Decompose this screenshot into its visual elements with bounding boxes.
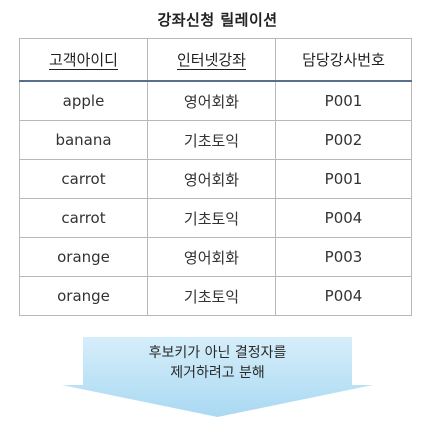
cell-customer-id: carrot — [19, 159, 148, 199]
down-arrow-icon — [62, 337, 373, 417]
decomposition-arrow: 후보키가 아닌 결정자를 제거하려고 분해 — [62, 337, 373, 417]
cell-customer-id: orange — [19, 276, 148, 316]
header-internet-course: 인터넷강좌 — [147, 38, 276, 82]
relation-table: 고객아이디 인터넷강좌 담당강사번호 apple 영어회화 P001 banan… — [19, 38, 412, 316]
cell-course: 기초토익 — [147, 276, 276, 316]
header-customer-id: 고객아이디 — [19, 38, 148, 82]
header-row: 고객아이디 인터넷강좌 담당강사번호 — [19, 38, 412, 82]
header-instructor-number: 담당강사번호 — [275, 38, 412, 82]
cell-customer-id: orange — [19, 237, 148, 277]
table-row: orange 영어회화 P003 — [19, 237, 412, 277]
cell-course: 영어회화 — [147, 159, 276, 199]
table-row: apple 영어회화 P001 — [19, 80, 412, 121]
cell-course: 기초토익 — [147, 198, 276, 238]
cell-instructor: P004 — [275, 276, 412, 316]
cell-course: 영어회화 — [147, 80, 276, 121]
cell-customer-id: apple — [19, 80, 148, 121]
note-line-1: 후보키가 아닌 결정자를 — [148, 345, 287, 361]
cell-instructor: P001 — [275, 80, 412, 121]
table-row: carrot 기초토익 P004 — [19, 198, 412, 238]
note-line-2: 제거하려고 분해 — [170, 365, 265, 381]
decomposition-note: 후보키가 아닌 결정자를 제거하려고 분해 — [62, 343, 373, 383]
table-row: orange 기초토익 P004 — [19, 276, 412, 316]
cell-instructor: P002 — [275, 120, 412, 160]
table-row: banana 기초토익 P002 — [19, 120, 412, 160]
cell-course: 기초토익 — [147, 120, 276, 160]
table-row: carrot 영어회화 P001 — [19, 159, 412, 199]
cell-customer-id: carrot — [19, 198, 148, 238]
cell-instructor: P001 — [275, 159, 412, 199]
cell-customer-id: banana — [19, 120, 148, 160]
cell-course: 영어회화 — [147, 237, 276, 277]
relation-title: 강좌신청 릴레이션 — [157, 11, 278, 29]
cell-instructor: P004 — [275, 198, 412, 238]
cell-instructor: P003 — [275, 237, 412, 277]
